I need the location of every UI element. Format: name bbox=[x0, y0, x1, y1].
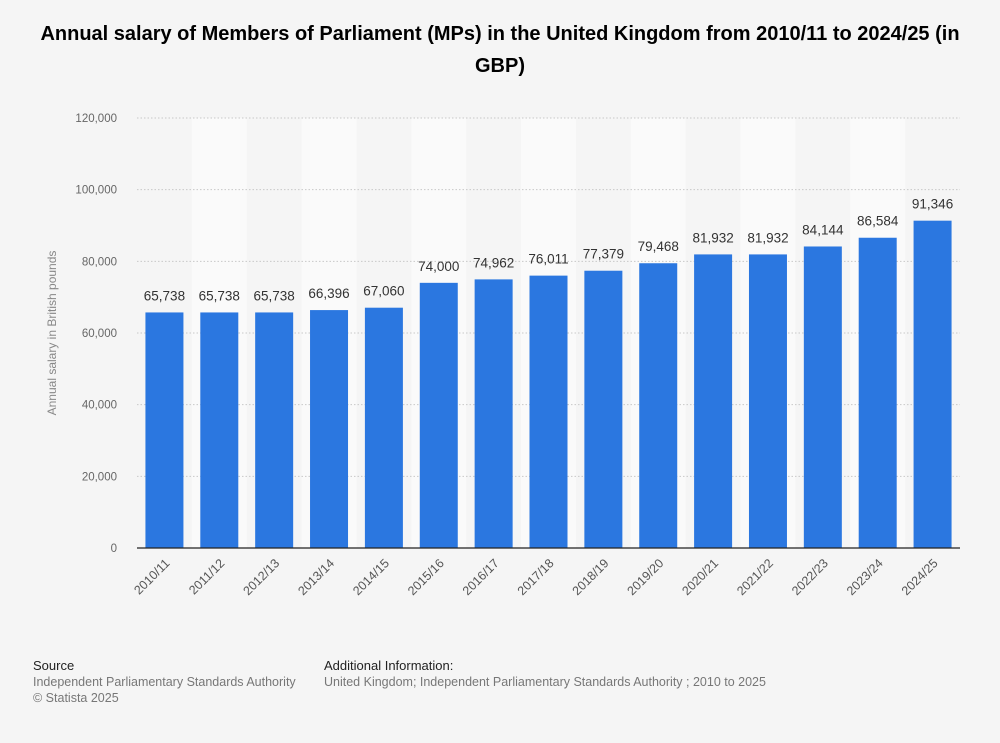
x-tick-label: 2023/24 bbox=[844, 556, 886, 598]
additional-info-block: Additional Information: United Kingdom; … bbox=[324, 658, 766, 690]
bar bbox=[529, 275, 568, 548]
x-tick-label: 2017/18 bbox=[515, 556, 557, 598]
additional-info-text: United Kingdom; Independent Parliamentar… bbox=[324, 675, 766, 689]
x-tick-label: 2019/20 bbox=[625, 556, 667, 598]
bar bbox=[145, 312, 184, 548]
data-label: 66,396 bbox=[308, 286, 349, 301]
x-tick-label: 2016/17 bbox=[460, 556, 502, 598]
copyright-line: © Statista 2025 bbox=[33, 691, 119, 705]
y-axis-label: Annual salary in British pounds bbox=[45, 251, 59, 416]
source-heading: Source bbox=[33, 658, 75, 673]
y-tick-label: 120,000 bbox=[75, 113, 117, 125]
x-tick-label: 2011/12 bbox=[186, 556, 227, 597]
y-tick-label: 0 bbox=[111, 543, 117, 555]
x-tick-label: 2012/13 bbox=[240, 556, 282, 598]
data-label: 65,738 bbox=[254, 288, 295, 303]
bar bbox=[255, 312, 294, 548]
x-tick-label: 2010/11 bbox=[131, 556, 172, 597]
source-block: Source Independent Parliamentary Standar… bbox=[33, 658, 296, 706]
bar bbox=[200, 312, 239, 548]
x-tick-label: 2015/16 bbox=[405, 556, 447, 598]
data-label: 74,000 bbox=[418, 259, 459, 274]
data-label: 65,738 bbox=[199, 288, 240, 303]
y-tick-label: 100,000 bbox=[75, 185, 117, 197]
data-label: 91,346 bbox=[912, 197, 953, 212]
y-tick-label: 20,000 bbox=[82, 471, 117, 483]
bar bbox=[639, 263, 678, 548]
data-label: 86,584 bbox=[857, 214, 899, 229]
data-label: 65,738 bbox=[144, 288, 185, 303]
y-tick-label: 80,000 bbox=[82, 256, 117, 268]
chart-title: Annual salary of Members of Parliament (… bbox=[40, 23, 960, 77]
x-tick-label: 2021/22 bbox=[734, 556, 776, 598]
x-tick-label: 2022/23 bbox=[789, 556, 831, 598]
bar bbox=[694, 254, 733, 548]
data-label: 84,144 bbox=[802, 222, 844, 237]
x-tick-label: 2018/19 bbox=[570, 556, 612, 598]
bar bbox=[858, 237, 897, 548]
source-line: Independent Parliamentary Standards Auth… bbox=[33, 675, 296, 689]
bar bbox=[803, 246, 842, 548]
bar bbox=[913, 220, 952, 549]
data-label: 81,932 bbox=[747, 230, 788, 245]
data-label: 77,379 bbox=[583, 247, 624, 262]
data-label: 81,932 bbox=[692, 230, 733, 245]
bar bbox=[364, 307, 403, 548]
data-label: 76,011 bbox=[528, 252, 568, 267]
x-tick-label: 2020/21 bbox=[679, 556, 721, 598]
additional-info-heading: Additional Information: bbox=[324, 658, 454, 673]
data-label: 67,060 bbox=[363, 284, 404, 299]
x-tick-label: 2024/25 bbox=[899, 556, 941, 598]
bar bbox=[419, 282, 458, 548]
bar bbox=[584, 270, 623, 548]
bar bbox=[748, 254, 787, 548]
bar bbox=[310, 310, 349, 548]
x-tick-label: 2013/14 bbox=[295, 556, 337, 598]
bar bbox=[474, 279, 513, 548]
data-label: 79,468 bbox=[638, 239, 679, 254]
y-tick-label: 60,000 bbox=[82, 328, 117, 340]
x-tick-label: 2014/15 bbox=[350, 556, 392, 598]
data-label: 74,962 bbox=[473, 255, 514, 270]
y-tick-label: 40,000 bbox=[82, 400, 117, 412]
